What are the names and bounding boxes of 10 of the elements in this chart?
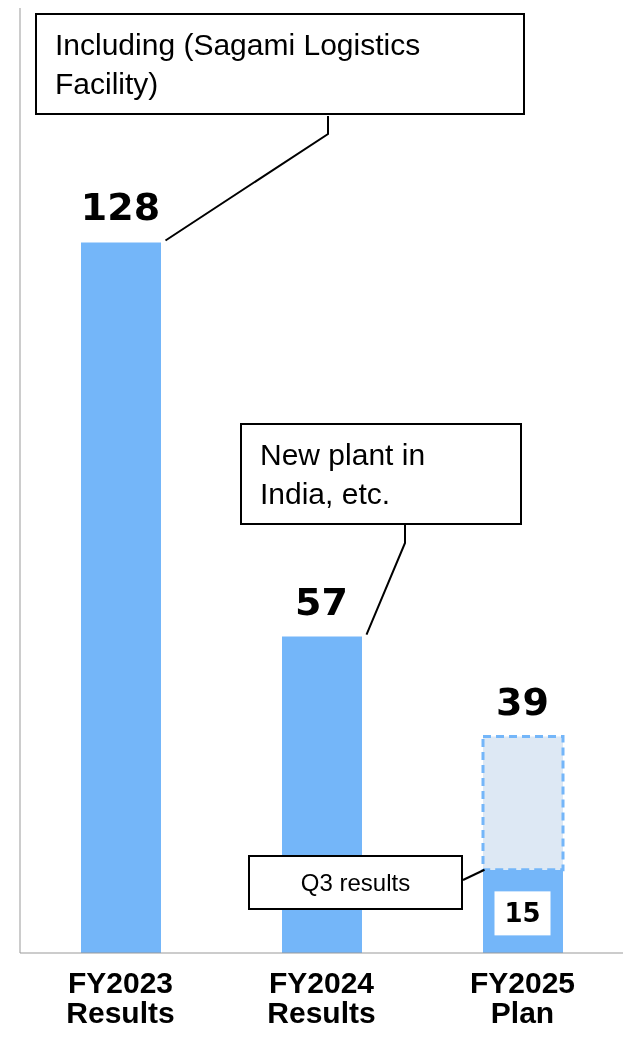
x-tick-label: FY2025 Plan [469, 966, 576, 1029]
x-tick-label: FY2023 Results [66, 966, 175, 1029]
x-tick-label: FY2024 Results [267, 966, 376, 1029]
callout-box: New plant in India, etc. [240, 423, 522, 525]
total-label: 57 [295, 579, 348, 624]
callout-box: Including (Sagami Logistics Facility) [35, 13, 525, 115]
total-label: 128 [80, 185, 161, 230]
data-label: 15 [504, 898, 541, 929]
total-label: 39 [496, 679, 549, 724]
callout-box: Q3 results [248, 855, 463, 911]
